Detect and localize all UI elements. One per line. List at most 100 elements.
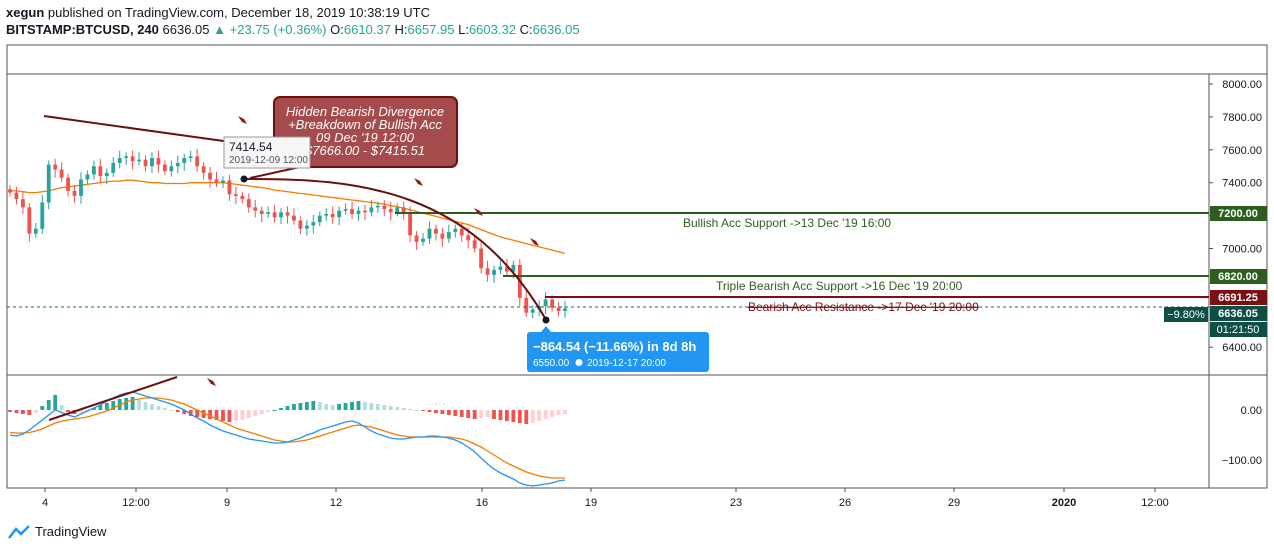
candle-body: [408, 213, 413, 236]
candles: [8, 148, 567, 319]
close-value: 6636.05: [532, 22, 580, 37]
macd-bar: [227, 410, 232, 422]
tag-7200-text: 7200.00: [1218, 208, 1258, 220]
candle-body: [143, 159, 148, 167]
candle-body: [266, 212, 271, 214]
candle-body: [350, 209, 354, 214]
y-tick-label: 7000.00: [1222, 244, 1262, 256]
candle-body: [440, 233, 445, 239]
callout-line-4: $7666.00 - $7415.51: [304, 143, 425, 158]
macd-bar: [279, 408, 283, 410]
macd-bar: [317, 402, 322, 410]
candle-body: [195, 156, 200, 167]
candle-body: [550, 299, 555, 308]
candle-body: [466, 235, 471, 241]
candle-body: [434, 228, 438, 234]
logo-text: TradingView: [35, 524, 107, 539]
candle-body: [363, 210, 367, 213]
candle-body: [292, 215, 296, 221]
macd-bar: [414, 410, 419, 411]
macd-trendline[interactable]: [48, 376, 178, 421]
candle-body: [556, 307, 561, 312]
y-tick-label: 8000.00: [1222, 79, 1262, 91]
macd-bar: [427, 410, 432, 412]
candle-body: [79, 179, 83, 196]
macd-bar: [356, 401, 361, 410]
candle-body: [511, 264, 516, 272]
macd-bar: [440, 410, 445, 414]
candle-body: [14, 192, 19, 200]
macd-bar: [492, 410, 496, 419]
candle-body: [137, 159, 141, 162]
marker-4-icon: [530, 238, 539, 246]
candle-body: [117, 158, 122, 163]
measure-pointer: [541, 326, 551, 332]
high-value: 6657.95: [407, 22, 455, 37]
candle-body: [505, 266, 509, 272]
candle-body: [285, 212, 290, 216]
candle-body: [72, 190, 77, 196]
tag-6636: [1210, 306, 1267, 321]
macd-bar: [208, 410, 212, 419]
measure-box[interactable]: [527, 332, 709, 372]
macd-bar: [59, 405, 64, 410]
low-value: 6603.32: [468, 22, 516, 37]
tag-7200: [1210, 206, 1267, 221]
macd-bar: [530, 410, 535, 423]
macd-bar: [240, 410, 245, 420]
y-tick-label: 7800.00: [1222, 112, 1262, 124]
macd-bar: [143, 402, 148, 410]
triple-support-label: Triple Bearish Acc Support ->16 Dec '19 …: [716, 279, 963, 293]
candle-body: [311, 222, 316, 226]
bullish-support-label: Bullish Acc Support ->13 Dec '19 16:00: [683, 216, 891, 230]
moving-average: [10, 179, 566, 255]
macd-bar: [434, 410, 438, 413]
parabolic-curve[interactable]: [243, 177, 546, 319]
macd-bar: [214, 410, 219, 420]
curve-end-dot: [542, 316, 550, 324]
candle-body: [427, 228, 432, 239]
macd-bar: [453, 410, 458, 416]
divergence-callout[interactable]: [273, 96, 458, 168]
candle-body: [356, 210, 361, 214]
macd-bar: [272, 410, 277, 411]
candle-body: [498, 266, 503, 270]
candle-body: [279, 212, 283, 218]
candle-body: [162, 164, 167, 172]
candle-body: [330, 213, 335, 218]
macd-bar: [511, 410, 516, 422]
change-value: +23.75 (+0.36%): [229, 22, 327, 37]
publisher-text: published on TradingView.com, December 1…: [44, 5, 430, 20]
candle-body: [188, 156, 193, 159]
candle-body: [298, 220, 303, 229]
candle-body: [233, 194, 238, 196]
marker-2-icon: [414, 178, 423, 186]
candle-body: [343, 209, 348, 211]
measure-sub-date: 2019-12-17 20:00: [587, 358, 666, 369]
x-tick-label: 9: [224, 497, 230, 509]
macd-bar: [330, 405, 335, 410]
candle-body: [85, 174, 90, 180]
macd-bar: [156, 406, 161, 410]
macd-bar: [505, 410, 509, 421]
callout-pointer: [249, 166, 301, 179]
macd-bar: [130, 397, 135, 410]
candle-body: [382, 205, 387, 210]
tradingview-logo[interactable]: TradingView: [8, 524, 107, 539]
price-tooltip: [223, 136, 311, 169]
macd-bar: [537, 410, 542, 421]
x-axis: 4 12:00 9 12 16 19 23 26 29 2020 12:00: [42, 488, 1169, 509]
macd-bar: [259, 410, 264, 414]
macd-bar: [150, 404, 154, 410]
x-tick-label: 12:00: [1141, 497, 1169, 509]
candle-body: [214, 179, 219, 183]
macd-bar: [124, 398, 129, 410]
macd-bar: [195, 410, 200, 417]
macd-bar: [388, 406, 393, 410]
x-tick-label: 4: [42, 497, 48, 509]
candle-body: [543, 299, 548, 307]
low-label: L:: [458, 22, 469, 37]
price-trendline[interactable]: [43, 115, 246, 145]
candle-body: [530, 309, 535, 313]
